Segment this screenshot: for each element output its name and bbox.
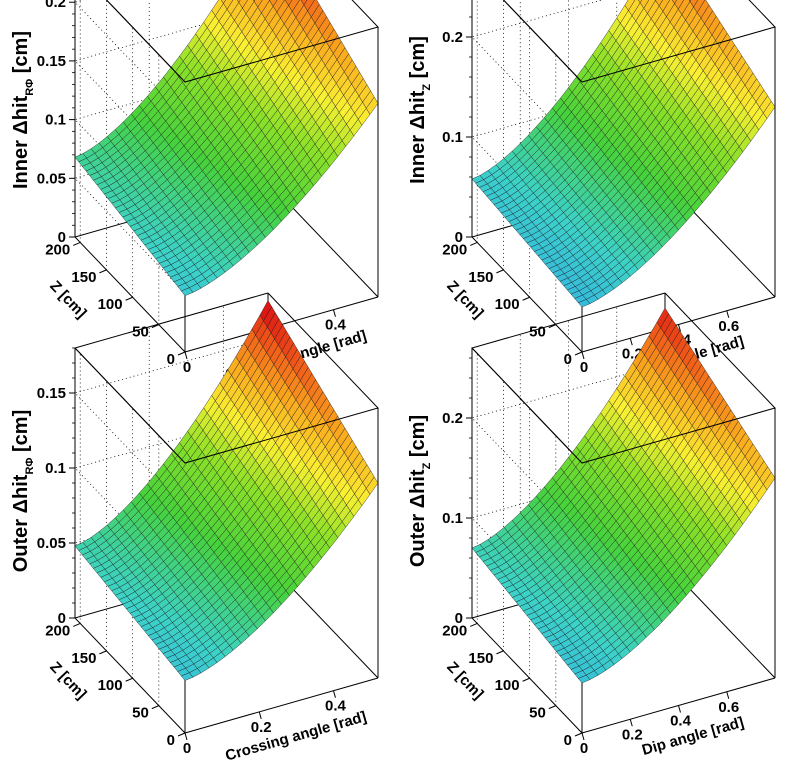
z-tick-label: 0.1 bbox=[442, 510, 463, 527]
z-tick-label: 0 bbox=[58, 610, 66, 627]
y-tick-label: 200 bbox=[442, 622, 467, 639]
x-tick-label: 0 bbox=[580, 740, 588, 757]
z-axis: 0 0.05 0.1 0.15 0.2 Inner ΔhitRΦ [cm] bbox=[10, 0, 75, 246]
y-tick-label: 100 bbox=[98, 677, 123, 694]
z-tick-label: 0.1 bbox=[45, 460, 66, 477]
z-axis: 0 0.1 0.2 Inner ΔhitZ [cm] bbox=[407, 16, 472, 246]
z-tick-label: 0.15 bbox=[37, 53, 66, 70]
z-axis: 0 0.1 0.2 Outer ΔhitZ [cm] bbox=[407, 357, 472, 627]
surface-mesh bbox=[471, 0, 776, 308]
y-tick-label: 200 bbox=[45, 622, 70, 639]
z-axis-title: Inner ΔhitRΦ [cm] bbox=[10, 31, 36, 189]
x-tick-label: 0.6 bbox=[718, 699, 739, 716]
z-tick-label: 0.15 bbox=[37, 385, 66, 402]
box-front-edges bbox=[74, 292, 379, 678]
y-tick-label: 0 bbox=[167, 351, 175, 368]
x-tick-label: 0.2 bbox=[251, 719, 272, 736]
y-tick-label: 0 bbox=[564, 351, 572, 368]
box-front-edges bbox=[502, 0, 776, 297]
y-tick-label: 0 bbox=[564, 732, 572, 749]
y-tick-label: 150 bbox=[468, 269, 493, 286]
z-tick-label: 0.2 bbox=[442, 410, 463, 427]
x-tick-label: 0.6 bbox=[718, 318, 739, 335]
z-axis-title: Outer ΔhitZ [cm] bbox=[407, 415, 433, 567]
z-axis-title: Inner ΔhitZ [cm] bbox=[407, 36, 433, 184]
y-tick-label: 100 bbox=[98, 296, 123, 313]
x-tick-label: 0 bbox=[183, 740, 191, 757]
y-tick-label: 100 bbox=[495, 296, 520, 313]
z-tick-label: 0.2 bbox=[45, 0, 66, 11]
y-tick-label: 50 bbox=[132, 705, 149, 722]
y-tick-label: 200 bbox=[442, 241, 467, 258]
x-tick-label: 0.4 bbox=[325, 317, 347, 334]
y-tick-label: 50 bbox=[529, 324, 546, 341]
z-tick-label: 0.2 bbox=[442, 29, 463, 46]
surface-mesh bbox=[74, 0, 379, 296]
x-tick-label: 0 bbox=[183, 359, 191, 376]
y-tick-label: 100 bbox=[495, 677, 520, 694]
y-tick-label: 150 bbox=[71, 650, 96, 667]
x-axis-title: Dip angle [rad] bbox=[640, 714, 746, 759]
y-tick-label: 50 bbox=[529, 705, 546, 722]
y-tick-label: 0 bbox=[167, 732, 175, 749]
z-tick-label: 0.1 bbox=[442, 129, 463, 146]
y-tick-label: 50 bbox=[132, 324, 149, 341]
z-tick-label: 0.05 bbox=[37, 535, 66, 552]
panel-inner-rphi: 0 0.05 0.1 0.15 0.2 Inner ΔhitRΦ [cm] 0 50 10015… bbox=[10, 0, 379, 384]
x-tick-label: 0.4 bbox=[670, 713, 692, 730]
z-tick-label: 0.1 bbox=[45, 112, 66, 129]
box-front-edges bbox=[471, 292, 776, 678]
x-tick-label: 0.4 bbox=[325, 698, 347, 715]
z-tick-label: 0 bbox=[455, 229, 463, 246]
z-tick-label: 0 bbox=[58, 229, 66, 246]
y-tick-label: 150 bbox=[468, 650, 493, 667]
z-tick-label: 0 bbox=[455, 610, 463, 627]
y-tick-label: 200 bbox=[45, 241, 70, 258]
box-front-edges bbox=[105, 0, 379, 297]
surface-mesh bbox=[74, 300, 379, 681]
x-axis-title: Crossing angle [rad] bbox=[223, 708, 368, 764]
y-tick-label: 150 bbox=[71, 269, 96, 286]
surface-mesh bbox=[471, 307, 776, 684]
x-tick-label: 0.2 bbox=[622, 726, 643, 743]
x-tick-label: 0 bbox=[580, 359, 588, 376]
z-axis-title: Outer ΔhitRΦ [cm] bbox=[10, 410, 36, 573]
z-tick-label: 0.05 bbox=[37, 170, 66, 187]
